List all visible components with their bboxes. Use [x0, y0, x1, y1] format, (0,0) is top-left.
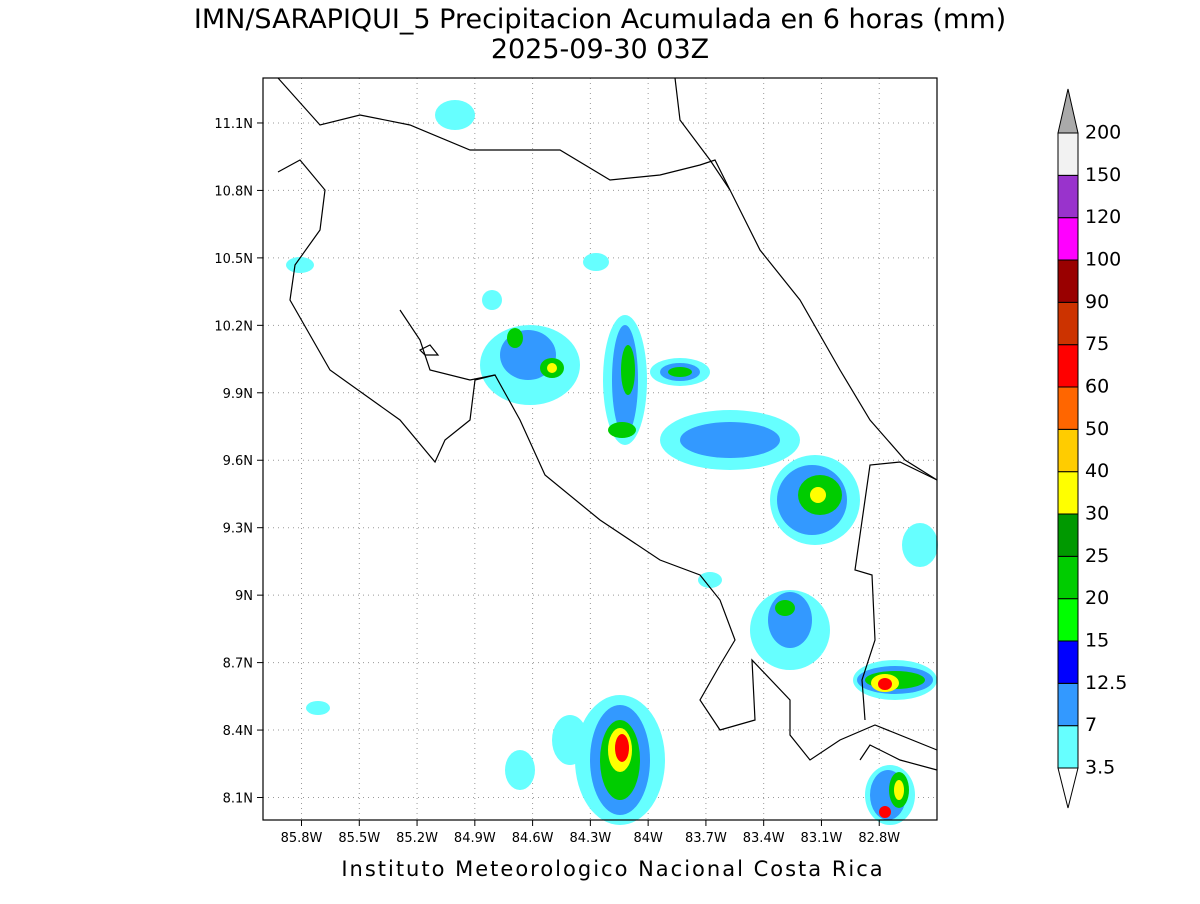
colorbar-box — [1057, 428, 1079, 473]
colorbar-triangle — [1057, 767, 1079, 809]
colorbar-label: 60 — [1085, 376, 1109, 398]
x-tick-label: 83.7W — [685, 831, 727, 846]
coastlines — [277, 77, 938, 771]
x-tick-label: 84W — [633, 831, 663, 846]
x-tick-label: 85.8W — [281, 831, 323, 846]
colorbar-box — [1057, 386, 1079, 430]
colorbar-box — [1057, 598, 1079, 642]
x-tick-label: 83.1W — [801, 831, 843, 846]
colorbar-box — [1057, 725, 1079, 769]
colorbar-label: 150 — [1085, 164, 1121, 186]
colorbar-box — [1057, 301, 1079, 346]
colorbar-box — [1057, 259, 1079, 303]
colorbar-label: 30 — [1085, 503, 1109, 525]
y-tick-label: 10.8N — [214, 184, 253, 199]
colorbar-box — [1057, 471, 1079, 515]
footer: Instituto Meteorologico Nacional Costa R… — [341, 857, 884, 881]
precip-fields — [286, 100, 938, 825]
y-tick-label: 8.1N — [223, 792, 253, 807]
colorbar-box — [1057, 640, 1079, 684]
colorbar-label: 100 — [1085, 249, 1121, 271]
subtitle: 2025-09-30 03Z — [491, 34, 709, 65]
colorbar-label: 90 — [1085, 291, 1109, 313]
x-tick-label: 84.6W — [512, 831, 554, 846]
y-tick-label: 9.9N — [223, 387, 253, 402]
x-tick-label: 85.5W — [338, 831, 380, 846]
colorbar-box — [1057, 217, 1079, 261]
y-tick-label: 9N — [235, 589, 253, 604]
colorbar-label: 7 — [1085, 714, 1097, 736]
colorbar-label: 50 — [1085, 418, 1109, 440]
colorbar-label: 200 — [1085, 122, 1121, 144]
colorbar-box — [1057, 555, 1079, 600]
colorbar-label: 40 — [1085, 460, 1109, 482]
x-tick-label: 85.2W — [396, 831, 438, 846]
colorbar-label: 3.5 — [1085, 757, 1115, 779]
colorbar-box — [1057, 344, 1079, 388]
y-tick-label: 9.6N — [223, 454, 253, 469]
colorbar-box — [1057, 132, 1079, 176]
y-tick-label: 10.5N — [214, 252, 253, 267]
axes: 85.8W 85.5W 85.2W 84.9W 84.6W 84.3W 84W 83.7W 83… — [214, 117, 900, 846]
x-tick-label: 84.9W — [454, 831, 496, 846]
colorbar-box — [1057, 513, 1079, 557]
colorbar: 3.5 7 12.5 15 20 25 30 40 50 60 75 90 100 120 150 200 — [1057, 88, 1127, 809]
y-tick-label: 9.3N — [223, 522, 253, 537]
x-tick-label: 83.4W — [743, 831, 785, 846]
colorbar-label: 20 — [1085, 587, 1109, 609]
y-tick-label: 11.1N — [214, 117, 253, 132]
y-tick-label: 10.2N — [214, 319, 253, 334]
colorbar-triangle — [1057, 88, 1079, 134]
colorbar-label: 12.5 — [1085, 672, 1127, 694]
colorbar-label: 25 — [1085, 545, 1109, 567]
colorbar-box — [1057, 682, 1079, 727]
y-tick-label: 8.7N — [223, 657, 253, 672]
colorbar-label: 120 — [1085, 206, 1121, 228]
colorbar-box — [1057, 174, 1079, 219]
colorbar-label: 15 — [1085, 630, 1109, 652]
colorbar-label: 75 — [1085, 333, 1109, 355]
map-frame — [262, 77, 938, 821]
x-tick-label: 84.3W — [569, 831, 611, 846]
y-tick-label: 8.4N — [223, 724, 253, 739]
x-tick-label: 82.8W — [858, 831, 900, 846]
title: IMN/SARAPIQUI_5 Precipitacion Acumulada … — [194, 4, 1006, 35]
